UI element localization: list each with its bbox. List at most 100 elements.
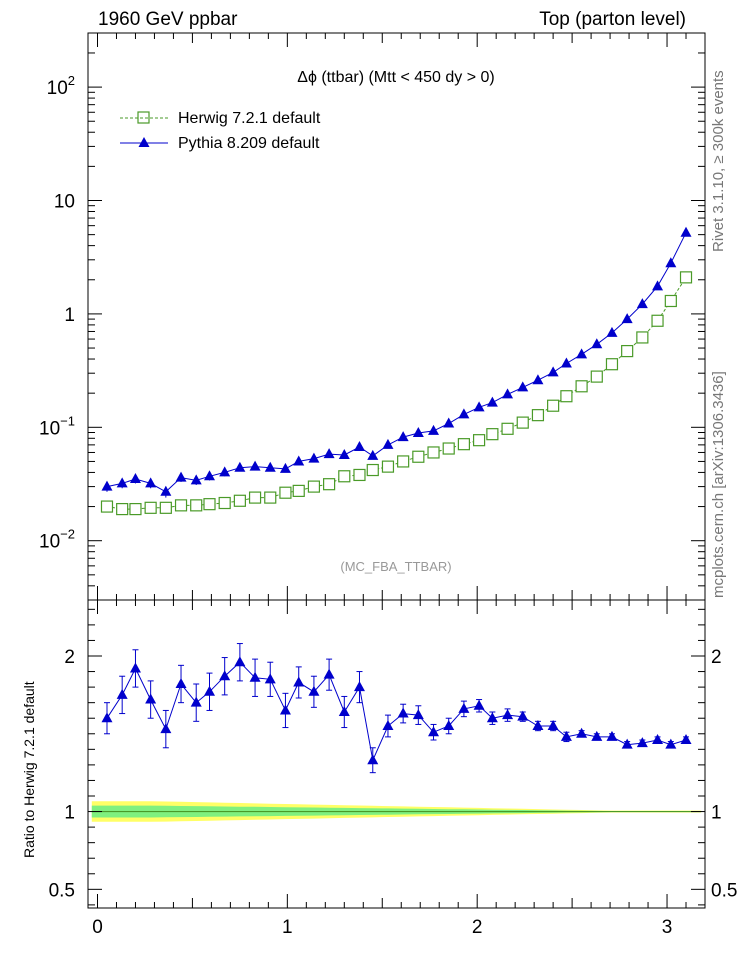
- legend-herwig-label: Herwig 7.2.1 default: [178, 110, 321, 127]
- legend-herwig: Herwig 7.2.1 default: [120, 110, 321, 127]
- pythia-point: [190, 474, 202, 485]
- rivet-label: Rivet 3.1.10, ≥ 300k events: [710, 70, 727, 252]
- pythia-point: [293, 455, 305, 466]
- ratio-pythia-point: [175, 678, 187, 688]
- ratio-pythia-point: [353, 681, 365, 692]
- main-y-tick-label: 10−2: [39, 527, 75, 553]
- ratio-y-tick-label-left: 1: [64, 803, 75, 824]
- ratio-pythia-point: [160, 723, 172, 734]
- herwig-point: [516, 416, 529, 429]
- x-tick-label: 1: [282, 917, 293, 938]
- ratio-pythia-point: [547, 720, 559, 730]
- herwig-point: [457, 438, 470, 451]
- herwig-point: [486, 428, 499, 441]
- herwig-point: [679, 271, 693, 284]
- ratio-plot-frame: [87, 599, 706, 909]
- herwig-point: [203, 498, 216, 511]
- pythia-point: [576, 348, 588, 359]
- herwig-point: [338, 470, 351, 483]
- ratio-uncertainty-band: [91, 801, 702, 822]
- pythia-point: [591, 338, 603, 349]
- main-y-tick-label: 1: [64, 305, 75, 326]
- analysis-label: (MC_FBA_TTBAR): [340, 559, 451, 574]
- x-tick-label: 2: [472, 917, 483, 938]
- ratio-pythia-point: [443, 720, 455, 730]
- ratio-pythia-point: [219, 670, 231, 681]
- pythia-point: [382, 438, 394, 449]
- ratio-pythia-point: [606, 730, 618, 741]
- herwig-point: [397, 455, 410, 468]
- ratio-pythia-point: [323, 668, 335, 679]
- x-tick-labels: 0 1 2 3: [92, 917, 672, 938]
- herwig-point: [575, 380, 588, 393]
- ratio-y-tick-label-right: 0.5: [711, 880, 737, 901]
- herwig-point: [547, 399, 560, 412]
- ratio-pythia-point: [591, 730, 603, 741]
- main-y-tick-labels: 10−2 10−1 1 10 102: [39, 73, 75, 553]
- ratio-pythia-point: [101, 712, 113, 723]
- herwig-point: [233, 494, 246, 507]
- ratio-pythia-point: [116, 688, 128, 699]
- plot-title: Δϕ (ttbar) (Mtt < 450 dy > 0): [297, 69, 495, 86]
- ratio-pythia-point: [458, 702, 470, 713]
- ratio-pythia-point: [576, 727, 588, 738]
- herwig-point: [190, 499, 203, 512]
- herwig-point: [651, 314, 664, 327]
- ratio-pythia-point: [234, 656, 246, 667]
- pythia-point: [160, 485, 172, 496]
- ratio-pythia-point: [190, 696, 202, 707]
- herwig-point: [427, 446, 440, 459]
- ratio-axis-ticks: [88, 600, 706, 908]
- legend-pythia-label: Pythia 8.209 default: [178, 135, 320, 152]
- ratio-y-tick-label-left: 0.5: [49, 880, 75, 901]
- pythia-point: [502, 388, 514, 399]
- pythia-point: [473, 401, 485, 412]
- ratio-y-tick-label-right: 2: [711, 647, 722, 668]
- herwig-point: [412, 450, 425, 463]
- ratio-pythia-point: [680, 734, 692, 744]
- header-left: 1960 GeV ppbar: [98, 9, 238, 30]
- ratio-pythia-point: [428, 726, 440, 737]
- herwig-point: [605, 358, 619, 371]
- main-y-tick-label: 10: [54, 192, 75, 213]
- herwig-point: [590, 370, 603, 383]
- ratio-pythia-point: [279, 704, 291, 715]
- legend-pythia-marker: [138, 137, 150, 147]
- legend: Herwig 7.2.1 default Pythia 8.209 defaul…: [120, 110, 321, 152]
- ratio-pythia-point: [473, 699, 485, 710]
- x-tick-label: 0: [92, 917, 103, 938]
- pythia-point: [636, 298, 648, 309]
- ratio-pythia-point: [382, 720, 394, 730]
- herwig-point: [264, 491, 277, 504]
- ratio-pythia-point: [502, 709, 514, 720]
- herwig-point: [100, 500, 114, 513]
- ratio-series: [101, 643, 692, 774]
- ratio-pythia-point: [412, 709, 424, 720]
- ratio-pythia-point: [517, 710, 529, 721]
- pythia-line: [106, 232, 687, 493]
- herwig-point: [560, 390, 573, 403]
- pythia-point: [680, 226, 692, 237]
- ratio-y-tick-label-left: 2: [64, 647, 75, 668]
- main-y-tick-label: 102: [47, 73, 75, 99]
- ratio-pythia-point: [652, 734, 664, 744]
- herwig-point: [353, 468, 366, 482]
- legend-herwig-marker: [137, 111, 150, 124]
- ratio-pythia-point: [560, 730, 572, 741]
- herwig-point: [472, 434, 486, 447]
- herwig-point: [531, 409, 545, 422]
- herwig-point: [129, 502, 142, 516]
- pythia-point: [665, 257, 677, 268]
- pythia-point: [264, 461, 276, 472]
- herwig-point: [442, 442, 455, 455]
- pythia-point: [458, 408, 470, 419]
- main-series: [100, 226, 693, 516]
- pythia-point: [428, 424, 440, 435]
- herwig-point: [159, 501, 172, 514]
- legend-pythia: Pythia 8.209 default: [120, 135, 320, 152]
- x-tick-label: 3: [662, 917, 673, 938]
- ratio-pythia-point: [486, 712, 498, 723]
- pythia-point: [443, 417, 455, 428]
- ratio-pythia-point: [532, 720, 544, 730]
